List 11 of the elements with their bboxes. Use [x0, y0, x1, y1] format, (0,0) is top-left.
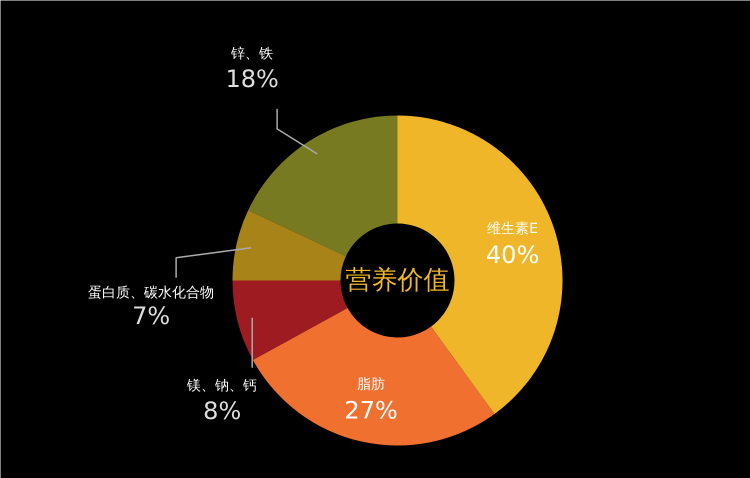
slice-label: 镁、钠、钙 [186, 378, 258, 394]
slice-label: 锌、铁 [230, 46, 274, 62]
text: 营养价值 [346, 266, 450, 296]
slice-label: 蛋白质、碳水化合物 [88, 284, 214, 301]
data-label: 40% [486, 241, 540, 270]
data-label: 27% [344, 396, 398, 425]
data-label: 18% [225, 64, 279, 93]
data-label: 8% [203, 396, 242, 425]
slice-label: 脂肪 [357, 376, 386, 393]
slice-label: 维生素E [487, 221, 538, 238]
data-label: 7% [132, 302, 170, 330]
